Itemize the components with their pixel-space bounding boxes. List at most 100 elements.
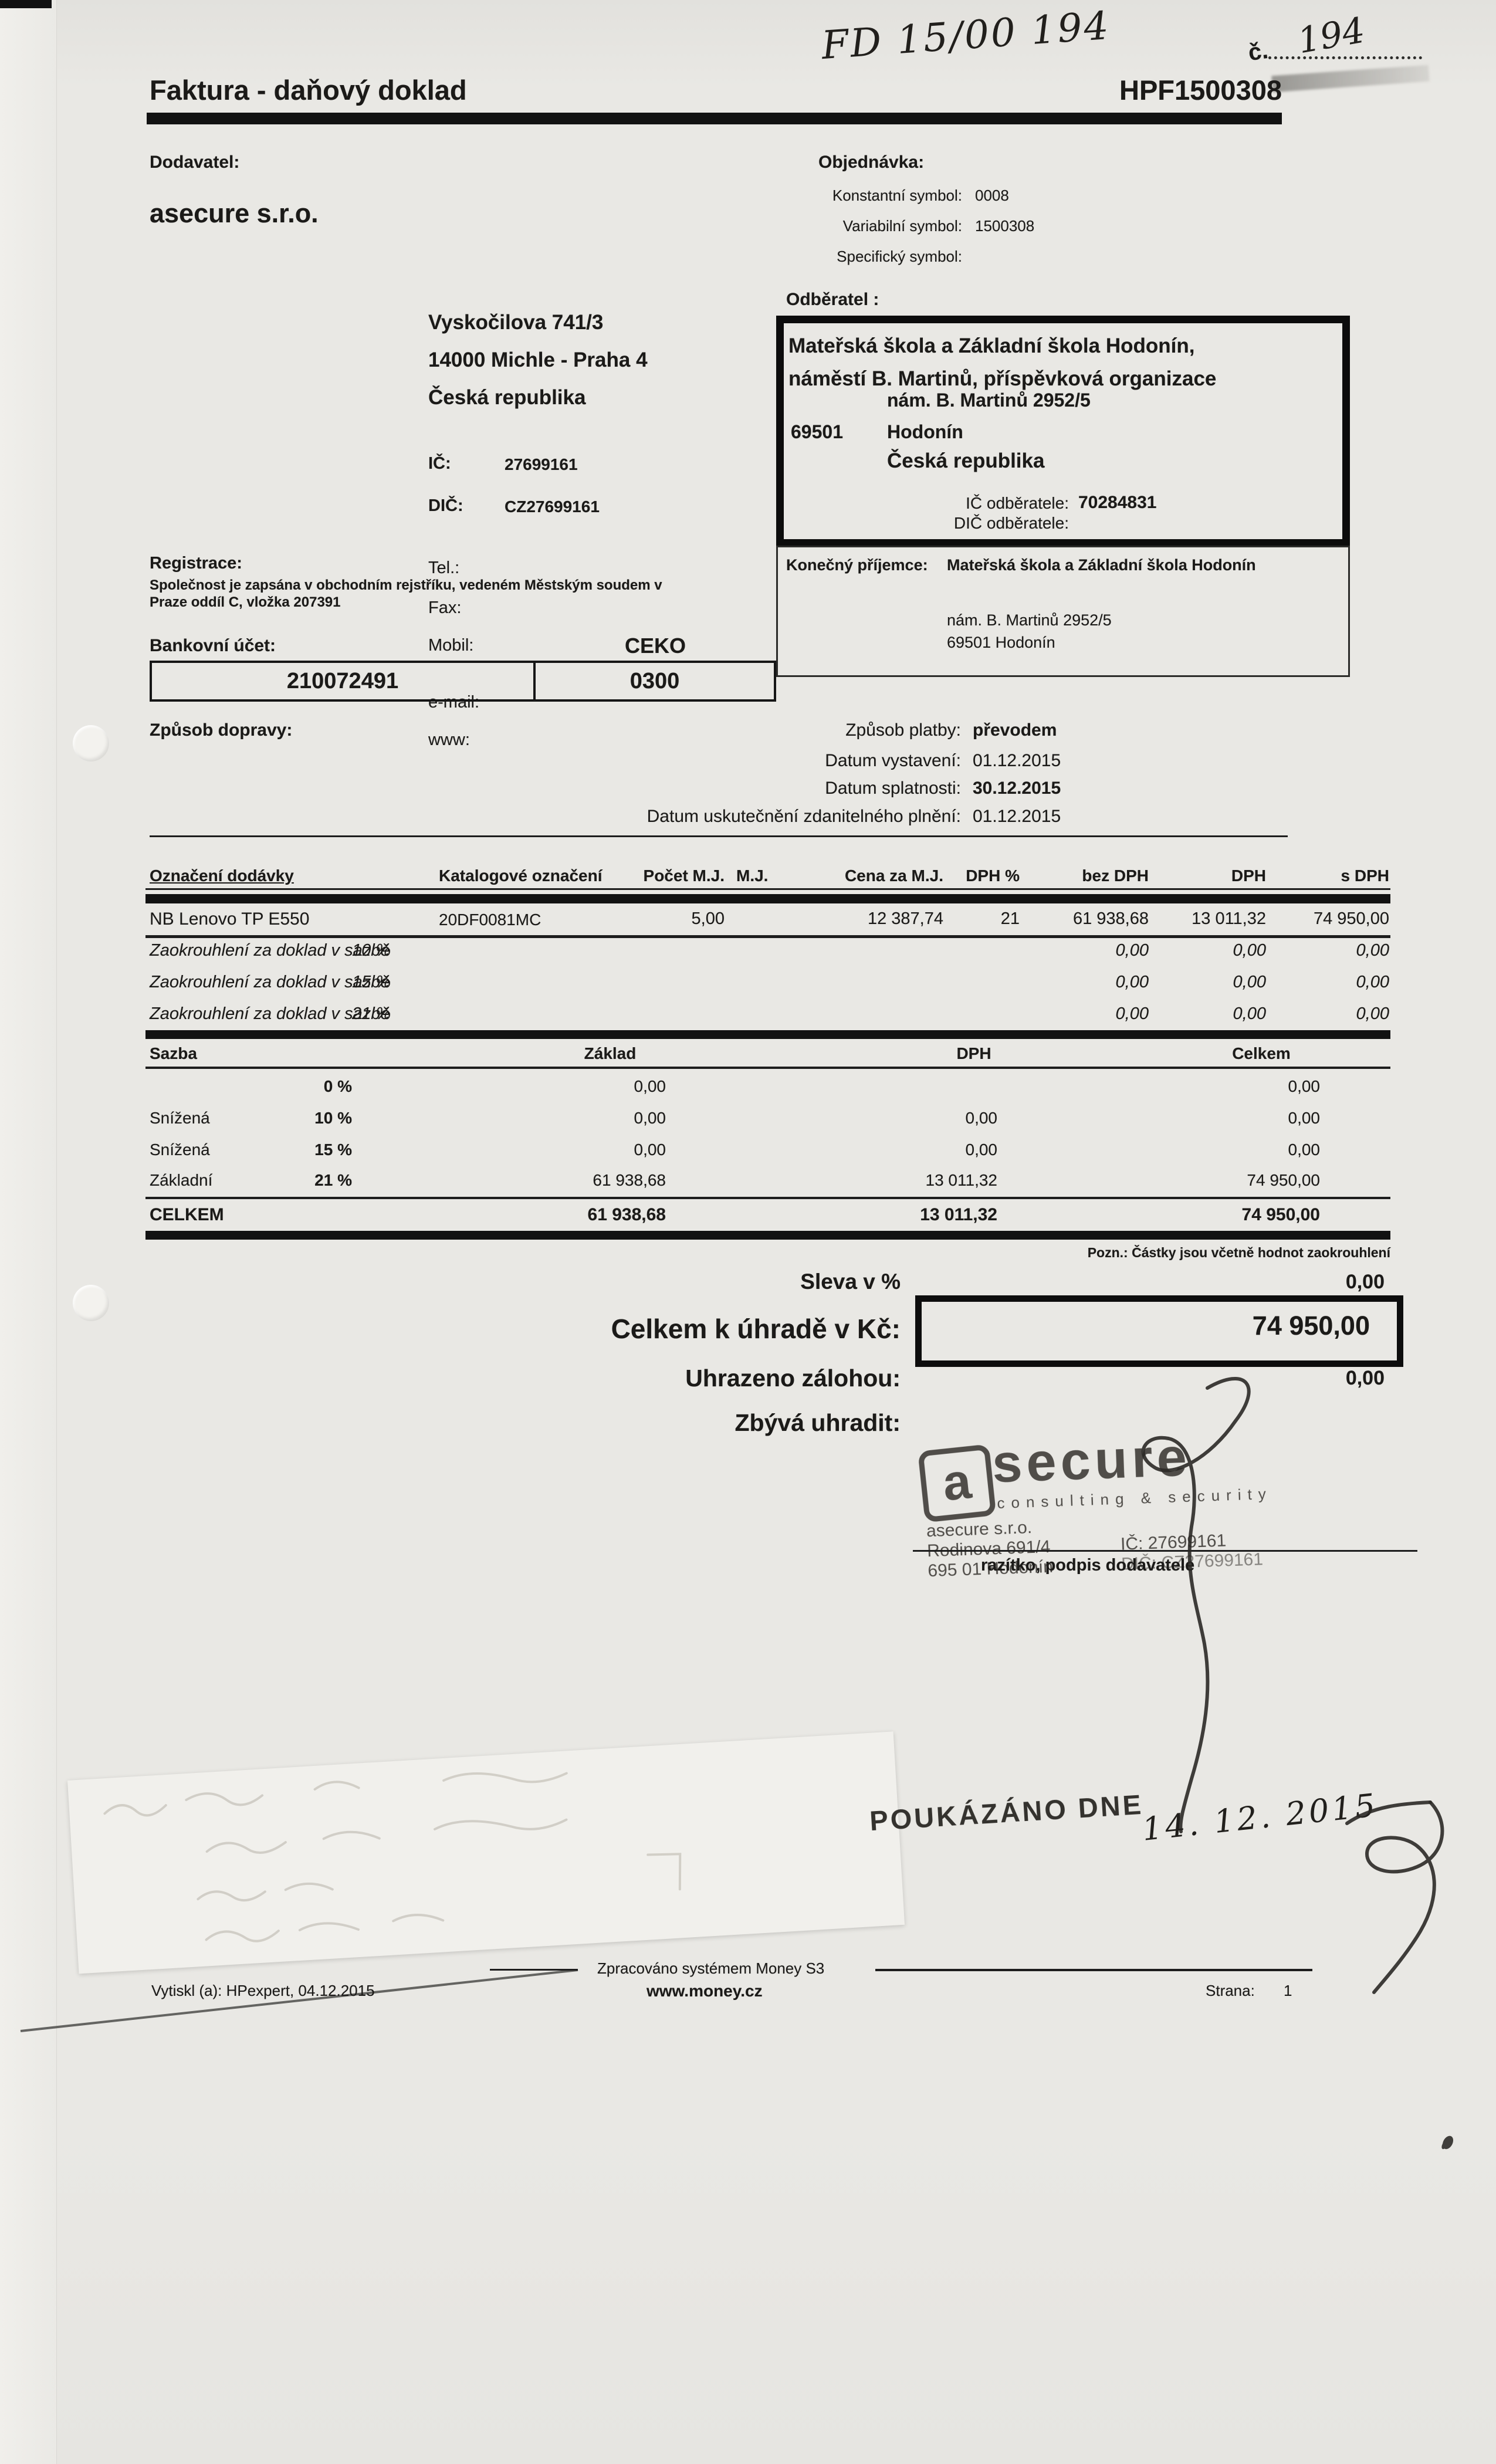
rounding-label: Zaokrouhlení za doklad v sazbě <box>150 1004 390 1023</box>
due-date-value: 30.12.2015 <box>973 779 1061 798</box>
shipping-method-label: Způsob dopravy: <box>150 720 293 740</box>
order-row-value: 0008 <box>975 187 1009 204</box>
registration-line2: Praze oddíl C, vložka 207391 <box>150 594 341 610</box>
stamp-signature-rule <box>913 1550 1417 1552</box>
vat-row-total: 0,00 <box>1288 1077 1321 1095</box>
rounding-gross: 0,00 <box>1356 973 1389 991</box>
document-number: HPF1500308 <box>1119 75 1282 106</box>
scan-corner-artifact <box>0 0 52 8</box>
registration-line1: Společnost je zapsána v obchodním rejstř… <box>150 577 662 593</box>
rounding-rate: 10 % <box>352 941 391 960</box>
customer-ic-value: 70284831 <box>1078 493 1157 512</box>
page-title: Faktura - daňový doklad <box>150 75 467 106</box>
vat-total-total: 74 950,00 <box>1241 1205 1320 1224</box>
vat-row-total: 0,00 <box>1288 1140 1321 1159</box>
footer-left-rule <box>490 1969 578 1971</box>
col-header-vat: DPH % <box>966 867 1020 885</box>
supplier-ic-value: 27699161 <box>505 455 578 473</box>
supplier-mobil-label: Mobil: <box>428 636 474 655</box>
table-header-underline <box>145 888 1390 890</box>
vat-table-top-bar <box>145 1030 1390 1039</box>
item-row-rule <box>145 935 1390 938</box>
rounding-rate: 21 % <box>352 1004 391 1023</box>
discount-value: 0,00 <box>1345 1271 1385 1293</box>
customer-section-label: Odběratel : <box>786 290 879 309</box>
item-gross: 74 950,00 <box>1313 909 1389 928</box>
page-number: 1 <box>1284 1982 1292 1999</box>
stamp-signature-label: razítko, podpis dodavatele <box>981 1556 1195 1575</box>
supplier-fax-label: Fax: <box>428 598 462 617</box>
vat-total-vat: 13 011,32 <box>920 1205 997 1224</box>
rounding-net: 0,00 <box>1115 1004 1149 1023</box>
vat-header-underline <box>145 1067 1390 1069</box>
order-section-label: Objednávka: <box>818 153 925 172</box>
grand-total-box <box>915 1295 1403 1367</box>
paid-advance-value: 0,00 <box>1345 1367 1385 1389</box>
item-net: 61 938,68 <box>1072 909 1149 928</box>
vat-row-vat: 0,00 <box>965 1109 998 1127</box>
customer-box <box>776 316 1350 547</box>
final-recipient-box <box>776 546 1350 677</box>
remaining-label: Zbývá uhradit: <box>735 1409 901 1436</box>
vat-row-total: 0,00 <box>1288 1109 1321 1127</box>
vat-header-base: Základ <box>584 1044 637 1062</box>
final-recipient-street: nám. B. Martinů 2952/5 <box>947 611 1112 629</box>
pasted-note-paper <box>67 1731 905 1974</box>
col-header-price: Cena za M.J. <box>844 867 943 885</box>
customer-zip: 69501 <box>791 421 843 442</box>
supplier-dic-label: DIČ: <box>428 496 463 515</box>
item-vat-amount: 13 011,32 <box>1192 909 1266 928</box>
col-header-net: bez DPH <box>1082 867 1149 885</box>
col-header-catalog: Katalogové označení <box>439 867 603 885</box>
hole-punch-top <box>73 725 109 761</box>
vat-header-total: Celkem <box>1232 1044 1291 1062</box>
rounding-vat: 0,00 <box>1233 941 1266 960</box>
col-header-qty: Počet M.J. <box>643 867 725 885</box>
rounding-gross: 0,00 <box>1356 1004 1389 1023</box>
taxable-date-value: 01.12.2015 <box>973 807 1061 826</box>
rounding-label: Zaokrouhlení za doklad v sazbě <box>150 973 390 991</box>
supplier-section-label: Dodavatel: <box>150 153 240 172</box>
vat-row-name: Snížená <box>150 1140 210 1159</box>
faint-handwriting <box>103 1772 682 1942</box>
vat-row-total: 74 950,00 <box>1247 1171 1320 1189</box>
order-row-label: Specifický symbol: <box>837 248 962 265</box>
vat-total-base: 61 938,68 <box>587 1205 666 1224</box>
dotted-line <box>1268 56 1422 59</box>
supplier-www-label: www: <box>428 730 470 749</box>
vat-row-rate: 10 % <box>314 1109 352 1127</box>
vat-note: Pozn.: Částky jsou včetně hodnot zaokrou… <box>1087 1245 1390 1260</box>
supplier-email-label: e-mail: <box>428 693 480 712</box>
customer-street: nám. B. Martinů 2952/5 <box>887 390 1091 411</box>
rounding-vat: 0,00 <box>1233 1004 1266 1023</box>
footer-right-rule <box>875 1969 1312 1971</box>
vat-row-name: Základní <box>150 1171 213 1189</box>
paid-advance-label: Uhrazeno zálohou: <box>685 1365 901 1392</box>
item-catalog: 20DF0081MC <box>439 911 541 929</box>
page-label: Strana: <box>1206 1982 1255 1999</box>
order-row-label: Konstantní symbol: <box>832 187 962 204</box>
printed-by: Vytiskl (a): HPexpert, 04.12.2015 <box>151 1982 375 1999</box>
vat-row-rate: 15 % <box>314 1140 352 1159</box>
payment-method-value: převodem <box>973 720 1057 740</box>
customer-name-line1: Mateřská škola a Základní škola Hodonín, <box>788 334 1195 357</box>
vat-row-name: Snížená <box>150 1109 210 1127</box>
item-price: 12 387,74 <box>867 909 943 928</box>
final-recipient-name: Mateřská škola a Základní škola Hodonín <box>947 556 1256 574</box>
bank-name: CEKO <box>624 634 686 658</box>
grand-total-value: 74 950,00 <box>1252 1311 1370 1341</box>
supplier-ic-label: IČ: <box>428 454 451 473</box>
col-header-vat-amount: DPH <box>1231 867 1266 885</box>
order-row-label: Variabilní symbol: <box>842 217 962 235</box>
vat-row-vat: 0,00 <box>965 1140 998 1159</box>
hole-punch-bottom <box>73 1285 109 1321</box>
item-qty: 5,00 <box>691 909 725 928</box>
paper-left-edge <box>0 0 57 2464</box>
taxable-date-label: Datum uskutečnění zdanitelného plnění: <box>647 807 961 826</box>
bank-code: 0300 <box>629 668 680 693</box>
vat-header-vat: DPH <box>956 1044 991 1062</box>
rounding-rate: 15 % <box>352 973 391 991</box>
